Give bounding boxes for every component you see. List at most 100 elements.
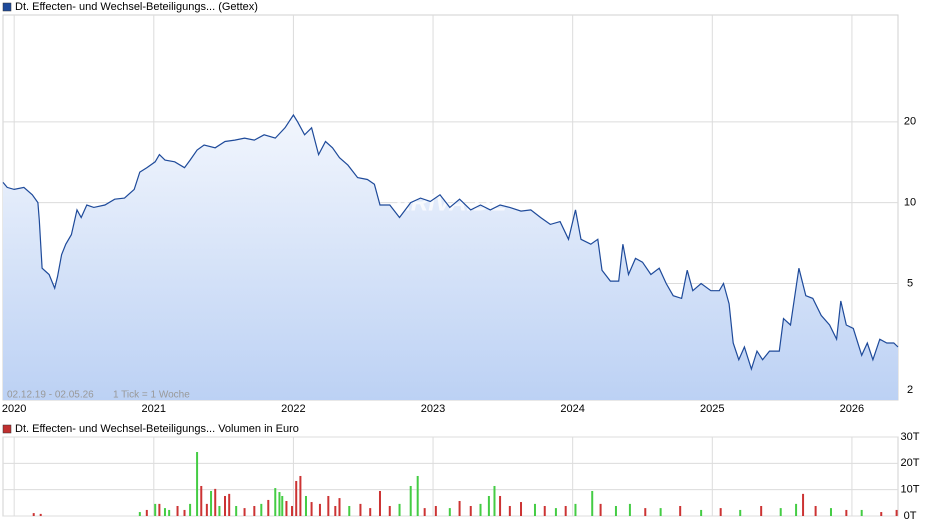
volume-bar [398,503,401,516]
range-note: 02.12.19 - 02.05.26 [7,390,94,401]
volume-bar [281,495,284,516]
volume-bar [845,509,848,516]
volume-bar [860,509,863,516]
x-tick-label: 2022 [281,403,305,415]
volume-bar [409,485,412,516]
volume-bar [228,493,231,516]
volume-bar [168,509,171,516]
volume-bar [895,509,898,516]
y-tick-label: 20T [901,457,920,469]
volume-bar [338,498,341,516]
volume-bar [39,513,42,516]
volume-bar [679,505,682,516]
volume-bar [243,508,246,516]
y-tick-label: 2 [907,384,913,396]
price-line [2,113,899,371]
y-tick-label: 10 [904,197,916,209]
volume-bar [520,502,523,516]
volume-bar [564,505,567,516]
volume-bar [659,508,662,516]
volume-bar [554,508,557,516]
volume-bar [274,488,277,516]
volume-bar [423,508,426,516]
volume-bar [591,490,594,516]
volume-bar [700,509,703,516]
y-tick-label: 10T [901,484,920,496]
volume-bar [348,505,351,516]
x-tick-label: 2023 [421,403,445,415]
volume-bar [760,505,763,516]
volume-bar [299,475,302,516]
x-tick-label: 2025 [700,403,724,415]
x-tick-label: 2020 [2,403,26,415]
volume-bar [145,509,148,516]
volume-bar [779,508,782,516]
volume-bar [487,495,490,516]
legend-swatch [2,2,12,12]
legend-label: Dt. Effecten- und Wechsel-Beteiligungs..… [15,423,299,435]
volume-bar [378,490,381,516]
volume-bar [214,488,217,516]
tick-note: 1 Tick = 1 Woche [113,390,190,401]
volume-bar [196,452,199,516]
volume-bar [253,505,256,516]
volume-bar [479,503,482,516]
volume-bar [163,508,166,516]
volume-bar [880,512,883,516]
volume-bar [829,508,832,516]
volume-bar [493,485,496,516]
volume-bar [218,505,221,516]
volume-bar [614,505,617,516]
volume-bar [334,505,337,516]
volume-bar [304,495,307,516]
volume-bar [628,503,631,516]
volume-bar [260,503,263,516]
volume-bar [359,503,362,516]
volume-bar [719,508,722,516]
volume-bar [533,503,536,516]
volume-bar [278,492,281,516]
volume-bar [599,503,602,516]
volume-bar [327,495,330,516]
volume-bar [295,480,298,516]
x-tick-label: 2026 [840,403,864,415]
volume-bar [235,505,238,516]
x-tick-label: 2024 [560,403,584,415]
y-tick-label: 30T [901,431,920,443]
volume-bar [739,509,742,516]
volume-bar [200,485,203,516]
volume-bar [369,508,372,516]
volume-bar [183,509,186,516]
volume-bar [210,490,213,516]
volume-bar [508,505,511,516]
volume-bar [189,503,192,516]
volume-bar [158,503,161,516]
legend-label: Dt. Effecten- und Wechsel-Beteiligungs..… [15,1,258,13]
volume-bar [644,508,647,516]
volume-bar [543,505,546,516]
volume-bar [310,502,313,516]
volume-bar [32,513,35,516]
volume-bar [205,503,208,516]
watermark: ARIVA.DE [393,189,508,216]
volume-bar [574,503,577,516]
volume-bar [138,512,141,516]
plot-background [2,436,899,517]
volume-bar [499,495,502,516]
volume-bar [285,500,288,516]
volume-bar [267,499,270,516]
area-fill [3,115,898,400]
volume-bar [416,475,419,516]
volume-bar [795,503,798,516]
volume-bar [469,505,472,516]
volume-bar [291,505,294,516]
y-tick-label: 5 [907,277,913,289]
volume-bar [318,503,321,516]
volume-bar [434,505,437,516]
volume-bar [388,505,391,516]
y-tick-label: 20 [904,116,916,128]
volume-bar [458,500,461,516]
volume-bar [224,495,227,516]
